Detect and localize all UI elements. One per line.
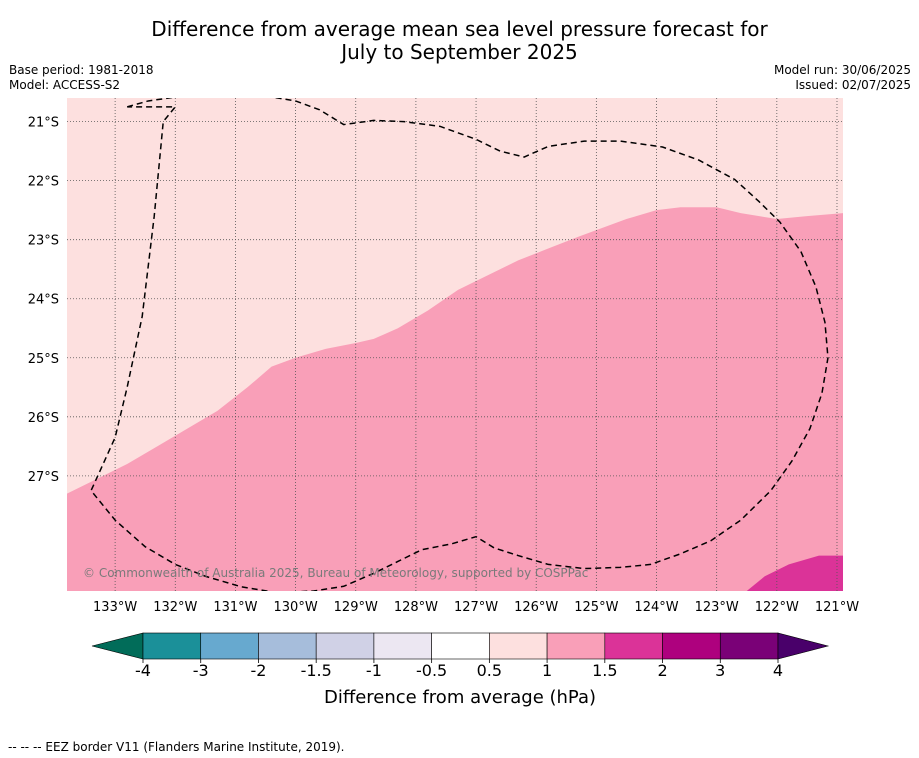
colorbar-cell — [719, 632, 779, 660]
colorbar-cell — [258, 632, 317, 660]
colorbar-cell — [373, 632, 432, 660]
lon-tick-label: 130°W — [274, 600, 318, 615]
lat-tick-label: 22°S — [28, 175, 59, 190]
colorbar-cell — [431, 632, 490, 660]
lon-tick-label: 132°W — [153, 600, 197, 615]
title-line-2: July to September 2025 — [341, 40, 578, 64]
lon-tick-label: 133°W — [93, 600, 137, 615]
colorbar-tick-label: -1.5 — [301, 661, 332, 680]
colorbar-tick-label: 1 — [542, 661, 552, 680]
chart-title: Difference from average mean sea level p… — [0, 18, 919, 64]
meta-right: Model run: 30/06/2025 Issued: 02/07/2025 — [774, 63, 911, 93]
colorbar-cell — [604, 632, 663, 660]
issued-label: Issued: 02/07/2025 — [795, 78, 911, 92]
lat-tick-label: 25°S — [28, 352, 59, 367]
lat-tick-label: 23°S — [28, 234, 59, 249]
lon-tick-label: 123°W — [695, 600, 739, 615]
lat-tick-label: 21°S — [28, 116, 59, 131]
colorbar-cell — [315, 632, 375, 660]
lon-tick-label: 124°W — [634, 600, 678, 615]
lat-tick-label: 27°S — [28, 470, 59, 485]
colorbar-tick-label: -2 — [250, 661, 266, 680]
colorbar-cell — [546, 632, 606, 660]
colorbar-tick-label: 4 — [773, 661, 783, 680]
eez-border — [90, 98, 829, 591]
colorbar-cell — [662, 632, 721, 660]
meta-left: Base period: 1981-2018 Model: ACCESS-S2 — [9, 63, 154, 93]
colorbar-tick-label: 2 — [657, 661, 667, 680]
map-area: © Commonwealth of Australia 2025, Bureau… — [67, 98, 843, 591]
colorbar-cell — [142, 632, 202, 660]
lat-tick-label: 26°S — [28, 411, 59, 426]
lon-tick-label: 121°W — [815, 600, 859, 615]
colorbar: -4 -3 -2 -1.5 -1 -0.5 0.5 1 1.5 2 3 4 Difference fr… — [91, 632, 830, 708]
colorbar-cell — [200, 632, 259, 660]
lat-tick-label: 24°S — [28, 293, 59, 308]
colorbar-tick-label: -4 — [135, 661, 151, 680]
colorbar-cell — [489, 632, 548, 660]
region-1.5-to-2 — [746, 555, 843, 591]
colorbar-tick-label: -1 — [366, 661, 382, 680]
lat-tick-labels: 21°S 22°S 23°S 24°S 25°S 26°S 27°S — [28, 116, 59, 485]
lon-tick-label: 129°W — [334, 600, 378, 615]
region-1-to-1.5 — [67, 207, 843, 591]
model-run-label: Model run: 30/06/2025 — [773, 63, 911, 77]
lon-tick-label: 131°W — [213, 600, 257, 615]
lon-tick-label: 128°W — [394, 600, 438, 615]
colorbar-over-arrow — [777, 632, 830, 660]
gridlines — [67, 98, 843, 591]
colorbar-label: Difference from average (hPa) — [324, 687, 596, 708]
colorbar-tick-label: 3 — [715, 661, 725, 680]
lon-tick-label: 125°W — [574, 600, 618, 615]
colorbar-under-arrow — [91, 632, 144, 660]
colorbar-tick-label: 0.5 — [477, 661, 502, 680]
lon-tick-labels: 133°W 132°W 131°W 130°W 129°W 128°W 127°W 126°W… — [93, 600, 859, 615]
copyright-text: © Commonwealth of Australia 2025, Bureau… — [83, 566, 588, 580]
base-period-label: Base period: 1981-2018 — [9, 63, 154, 77]
lon-tick-label: 122°W — [755, 600, 799, 615]
colorbar-tick-label: -0.5 — [416, 661, 447, 680]
model-label: Model: ACCESS-S2 — [9, 78, 121, 92]
colorbar-tick-label: 1.5 — [592, 661, 617, 680]
lon-tick-label: 127°W — [454, 600, 498, 615]
lon-tick-label: 126°W — [514, 600, 558, 615]
eez-footnote: -- -- -- EEZ border V11 (Flanders Marine… — [8, 740, 345, 754]
colorbar-tick-label: -3 — [193, 661, 209, 680]
title-line-1: Difference from average mean sea level p… — [151, 17, 768, 41]
